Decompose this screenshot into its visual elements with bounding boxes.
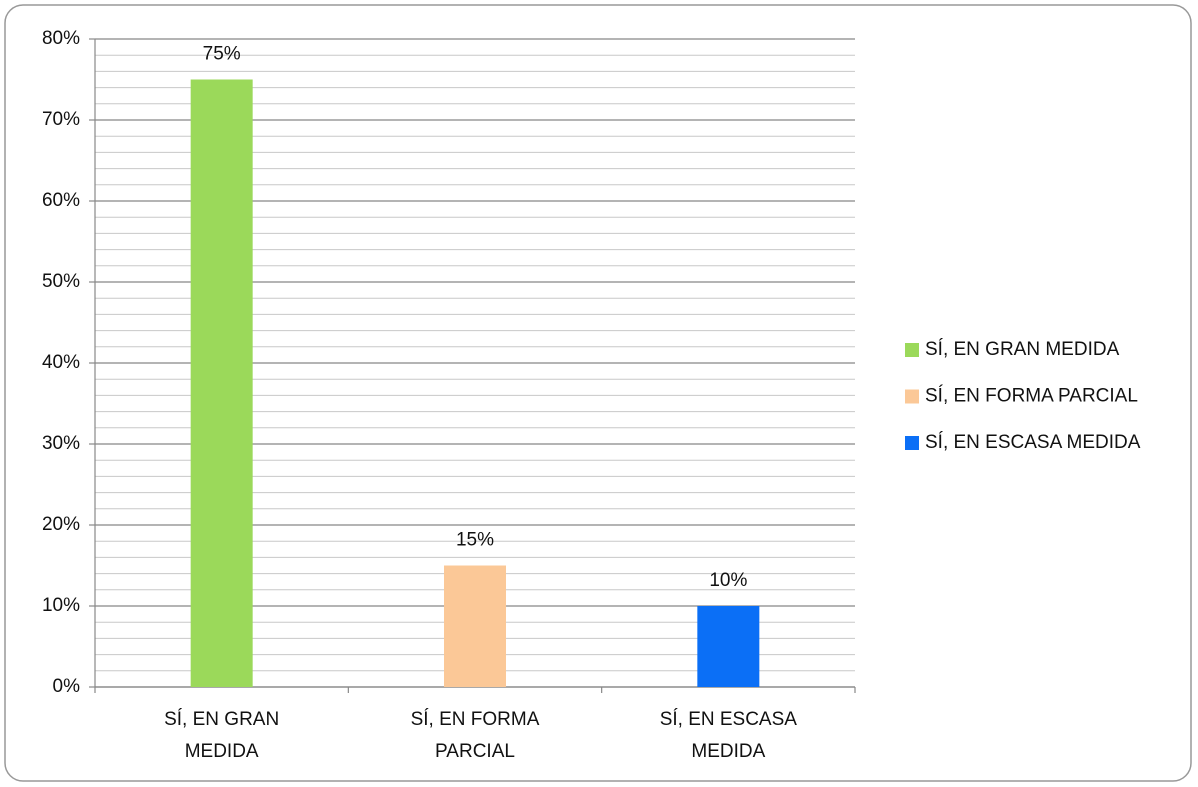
x-tick-label: SÍ, EN GRAN MEDIDA [164, 709, 280, 762]
y-tick-label: 80% [42, 28, 80, 49]
bar [697, 606, 760, 687]
data-label: 75% [203, 44, 241, 65]
y-tick-label: 50% [42, 271, 80, 292]
y-tick-label: 10% [42, 595, 80, 616]
data-label: 15% [456, 530, 494, 551]
x-tick-label: SÍ, EN ESCASA MEDIDA [659, 709, 797, 762]
legend-swatch [905, 343, 919, 357]
x-tick-label: SÍ, EN FORMA PARCIAL [410, 709, 540, 762]
legend-label: SÍ, EN ESCASA MEDIDA [925, 432, 1141, 453]
chart-border [4, 4, 1192, 782]
y-tick-label: 0% [53, 676, 81, 697]
y-tick-label: 30% [42, 433, 80, 454]
legend-label: SÍ, EN GRAN MEDIDA [925, 339, 1120, 360]
bar [444, 565, 506, 687]
legend-label: SÍ, EN FORMA PARCIAL [925, 386, 1138, 407]
y-tick-label: 60% [42, 190, 80, 211]
legend-swatch [905, 389, 919, 404]
bar [190, 79, 253, 687]
legend-swatch [905, 436, 919, 450]
y-tick-label: 40% [42, 352, 80, 373]
y-tick-label: 20% [42, 514, 80, 535]
y-tick-label: 70% [42, 109, 80, 130]
data-label: 10% [709, 570, 747, 591]
